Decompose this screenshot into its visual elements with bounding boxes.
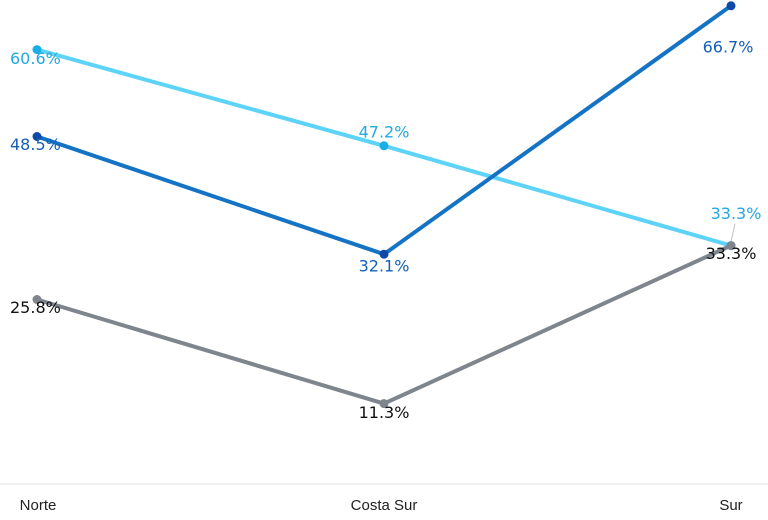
data-point-s2-1 bbox=[32, 132, 42, 141]
data-label-s1-1: 60.6% bbox=[10, 49, 61, 68]
data-label-s3-1: 25.8% bbox=[10, 298, 61, 317]
data-label-s2-1: 48.5% bbox=[10, 135, 61, 154]
data-point-s1-2 bbox=[379, 141, 389, 151]
x-axis-ticks: Norte Costa Sur Sur bbox=[20, 497, 743, 514]
label-leader-line bbox=[730, 223, 736, 242]
data-label-s2-3: 66.7% bbox=[703, 37, 754, 56]
marker-layer bbox=[32, 1, 736, 409]
data-point-s3-2 bbox=[379, 399, 389, 409]
data-label-s3-2: 11.3% bbox=[359, 403, 410, 422]
data-point-s1-1 bbox=[32, 45, 42, 55]
data-label-s3-3: 33.3% bbox=[706, 244, 757, 263]
data-label-s2-2: 32.1% bbox=[359, 257, 410, 276]
data-point-s2-3 bbox=[726, 1, 736, 11]
data-label-s1-2: 47.2% bbox=[359, 122, 410, 141]
series-layer bbox=[36, 4, 736, 406]
x-tick-label-3: Sur bbox=[719, 497, 742, 514]
data-label-layer: 60.6% 47.2% 33.3% 48.5% 32.1% 66.7% 25.8% 11.3%… bbox=[10, 37, 761, 422]
data-point-s3-3 bbox=[726, 241, 736, 251]
x-tick-label-1: Norte bbox=[20, 497, 57, 514]
data-point-s2-2 bbox=[379, 249, 389, 259]
x-tick-label-2: Costa Sur bbox=[351, 497, 418, 514]
data-label-s1-3: 33.3% bbox=[711, 204, 762, 223]
data-point-s3-1 bbox=[32, 295, 42, 304]
